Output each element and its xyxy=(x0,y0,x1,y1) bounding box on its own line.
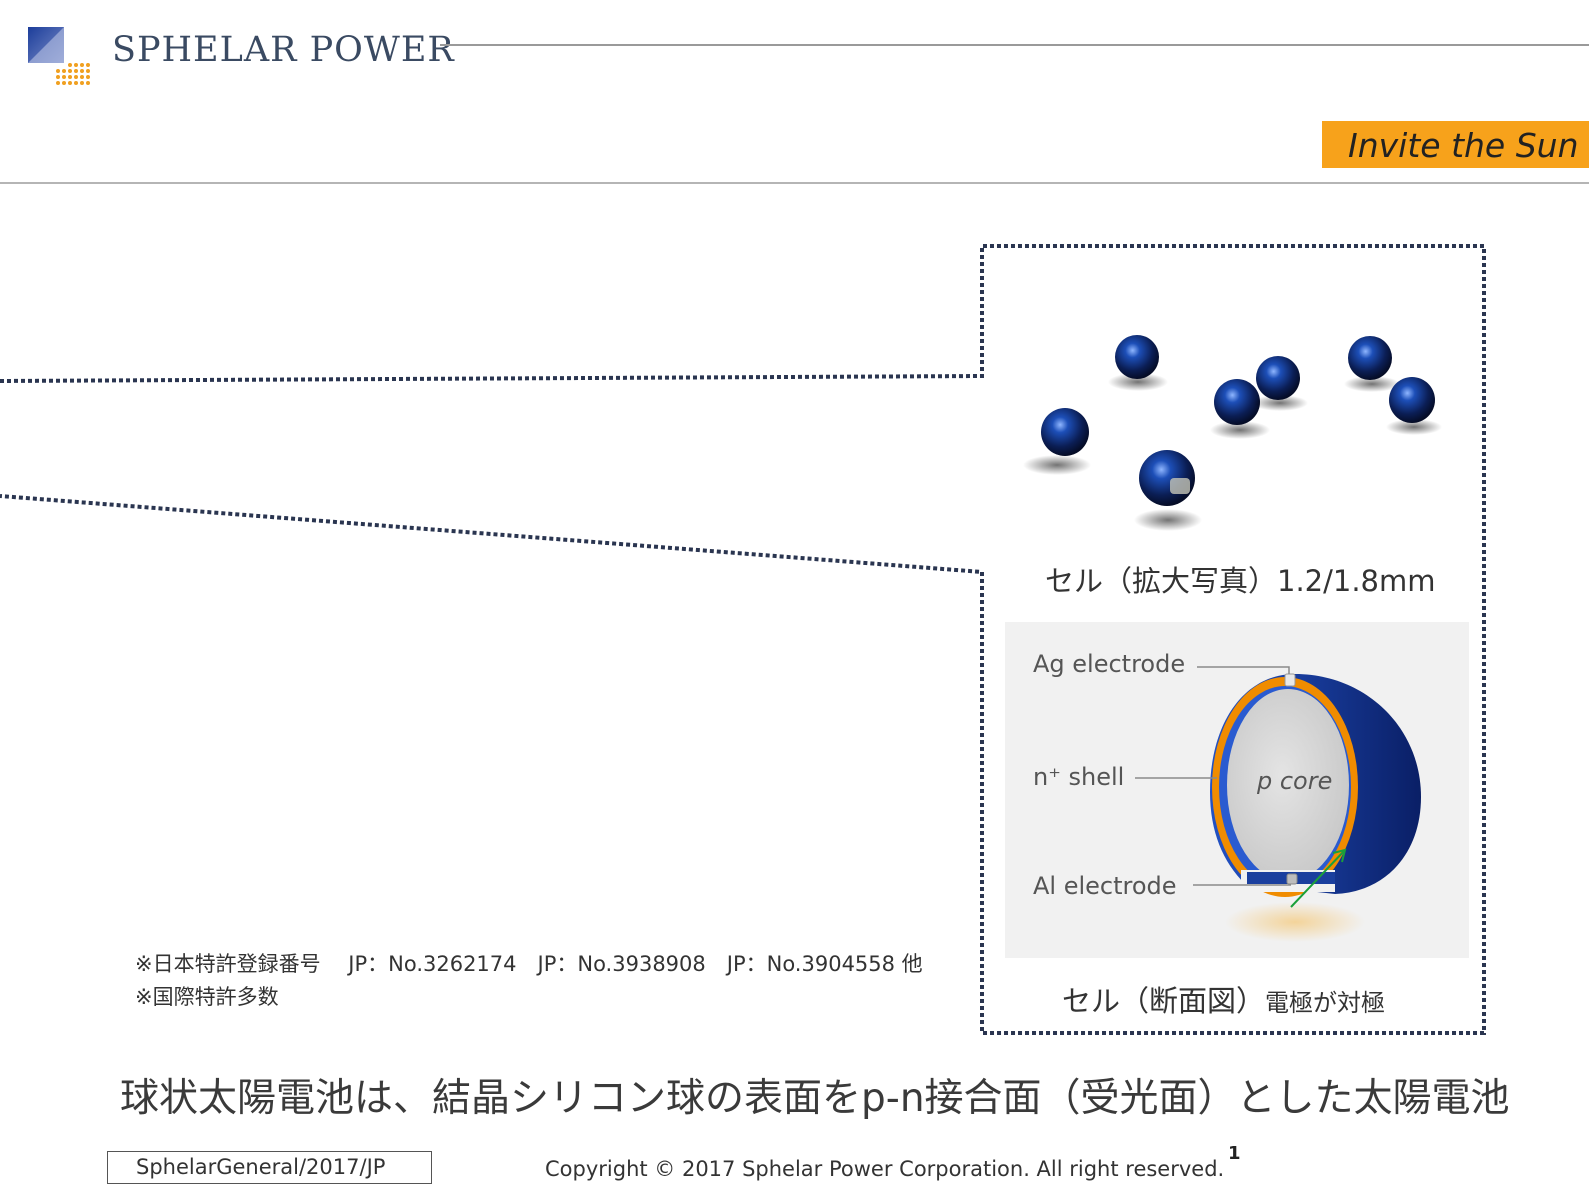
cross-section-diagram: Ag electrode n⁺ shell p core Al electrod… xyxy=(1005,622,1469,958)
copyright-notice: Copyright © 2017 Sphelar Power Corporati… xyxy=(545,1157,1225,1181)
patent-note-international: ※国際特許多数 xyxy=(135,985,279,1009)
sphelar-logo xyxy=(28,27,90,85)
tagline-text: Invite the Sun xyxy=(1348,126,1579,165)
patent-note-japan: ※日本特許登録番号 JP：No.3262174 JP：No.3938908 JP… xyxy=(135,952,923,976)
cell-photo xyxy=(1023,335,1442,531)
brand-name: SPHELAR POWER xyxy=(112,30,455,70)
tagline-badge: Invite the Sun xyxy=(1322,121,1589,168)
photo-caption: セル（拡大写真）1.2/1.8mm xyxy=(1045,564,1436,598)
cross-section-caption-main: セル（断面図） xyxy=(1062,984,1266,1018)
cross-section-caption-note: 電極が対極 xyxy=(1265,989,1386,1017)
document-id: SphelarGeneral/2017/JP xyxy=(136,1155,386,1179)
headline: 球状太陽電池は、結晶シリコン球の表面をp-n接合面（受光面）とした太陽電池 xyxy=(120,1076,1510,1121)
label-n-shell: n⁺ shell xyxy=(1033,763,1125,791)
document-id-box: SphelarGeneral/2017/JP xyxy=(107,1151,432,1184)
label-ag-electrode: Ag electrode xyxy=(1033,650,1186,678)
page-number: 1 xyxy=(1228,1143,1241,1164)
header-divider xyxy=(0,182,1589,184)
header-top-rule xyxy=(440,44,1589,46)
cross-section-caption: セル（断面図）電極が対極 xyxy=(1062,978,1385,1020)
label-al-electrode: Al electrode xyxy=(1033,872,1177,900)
label-p-core: p core xyxy=(1257,767,1333,795)
